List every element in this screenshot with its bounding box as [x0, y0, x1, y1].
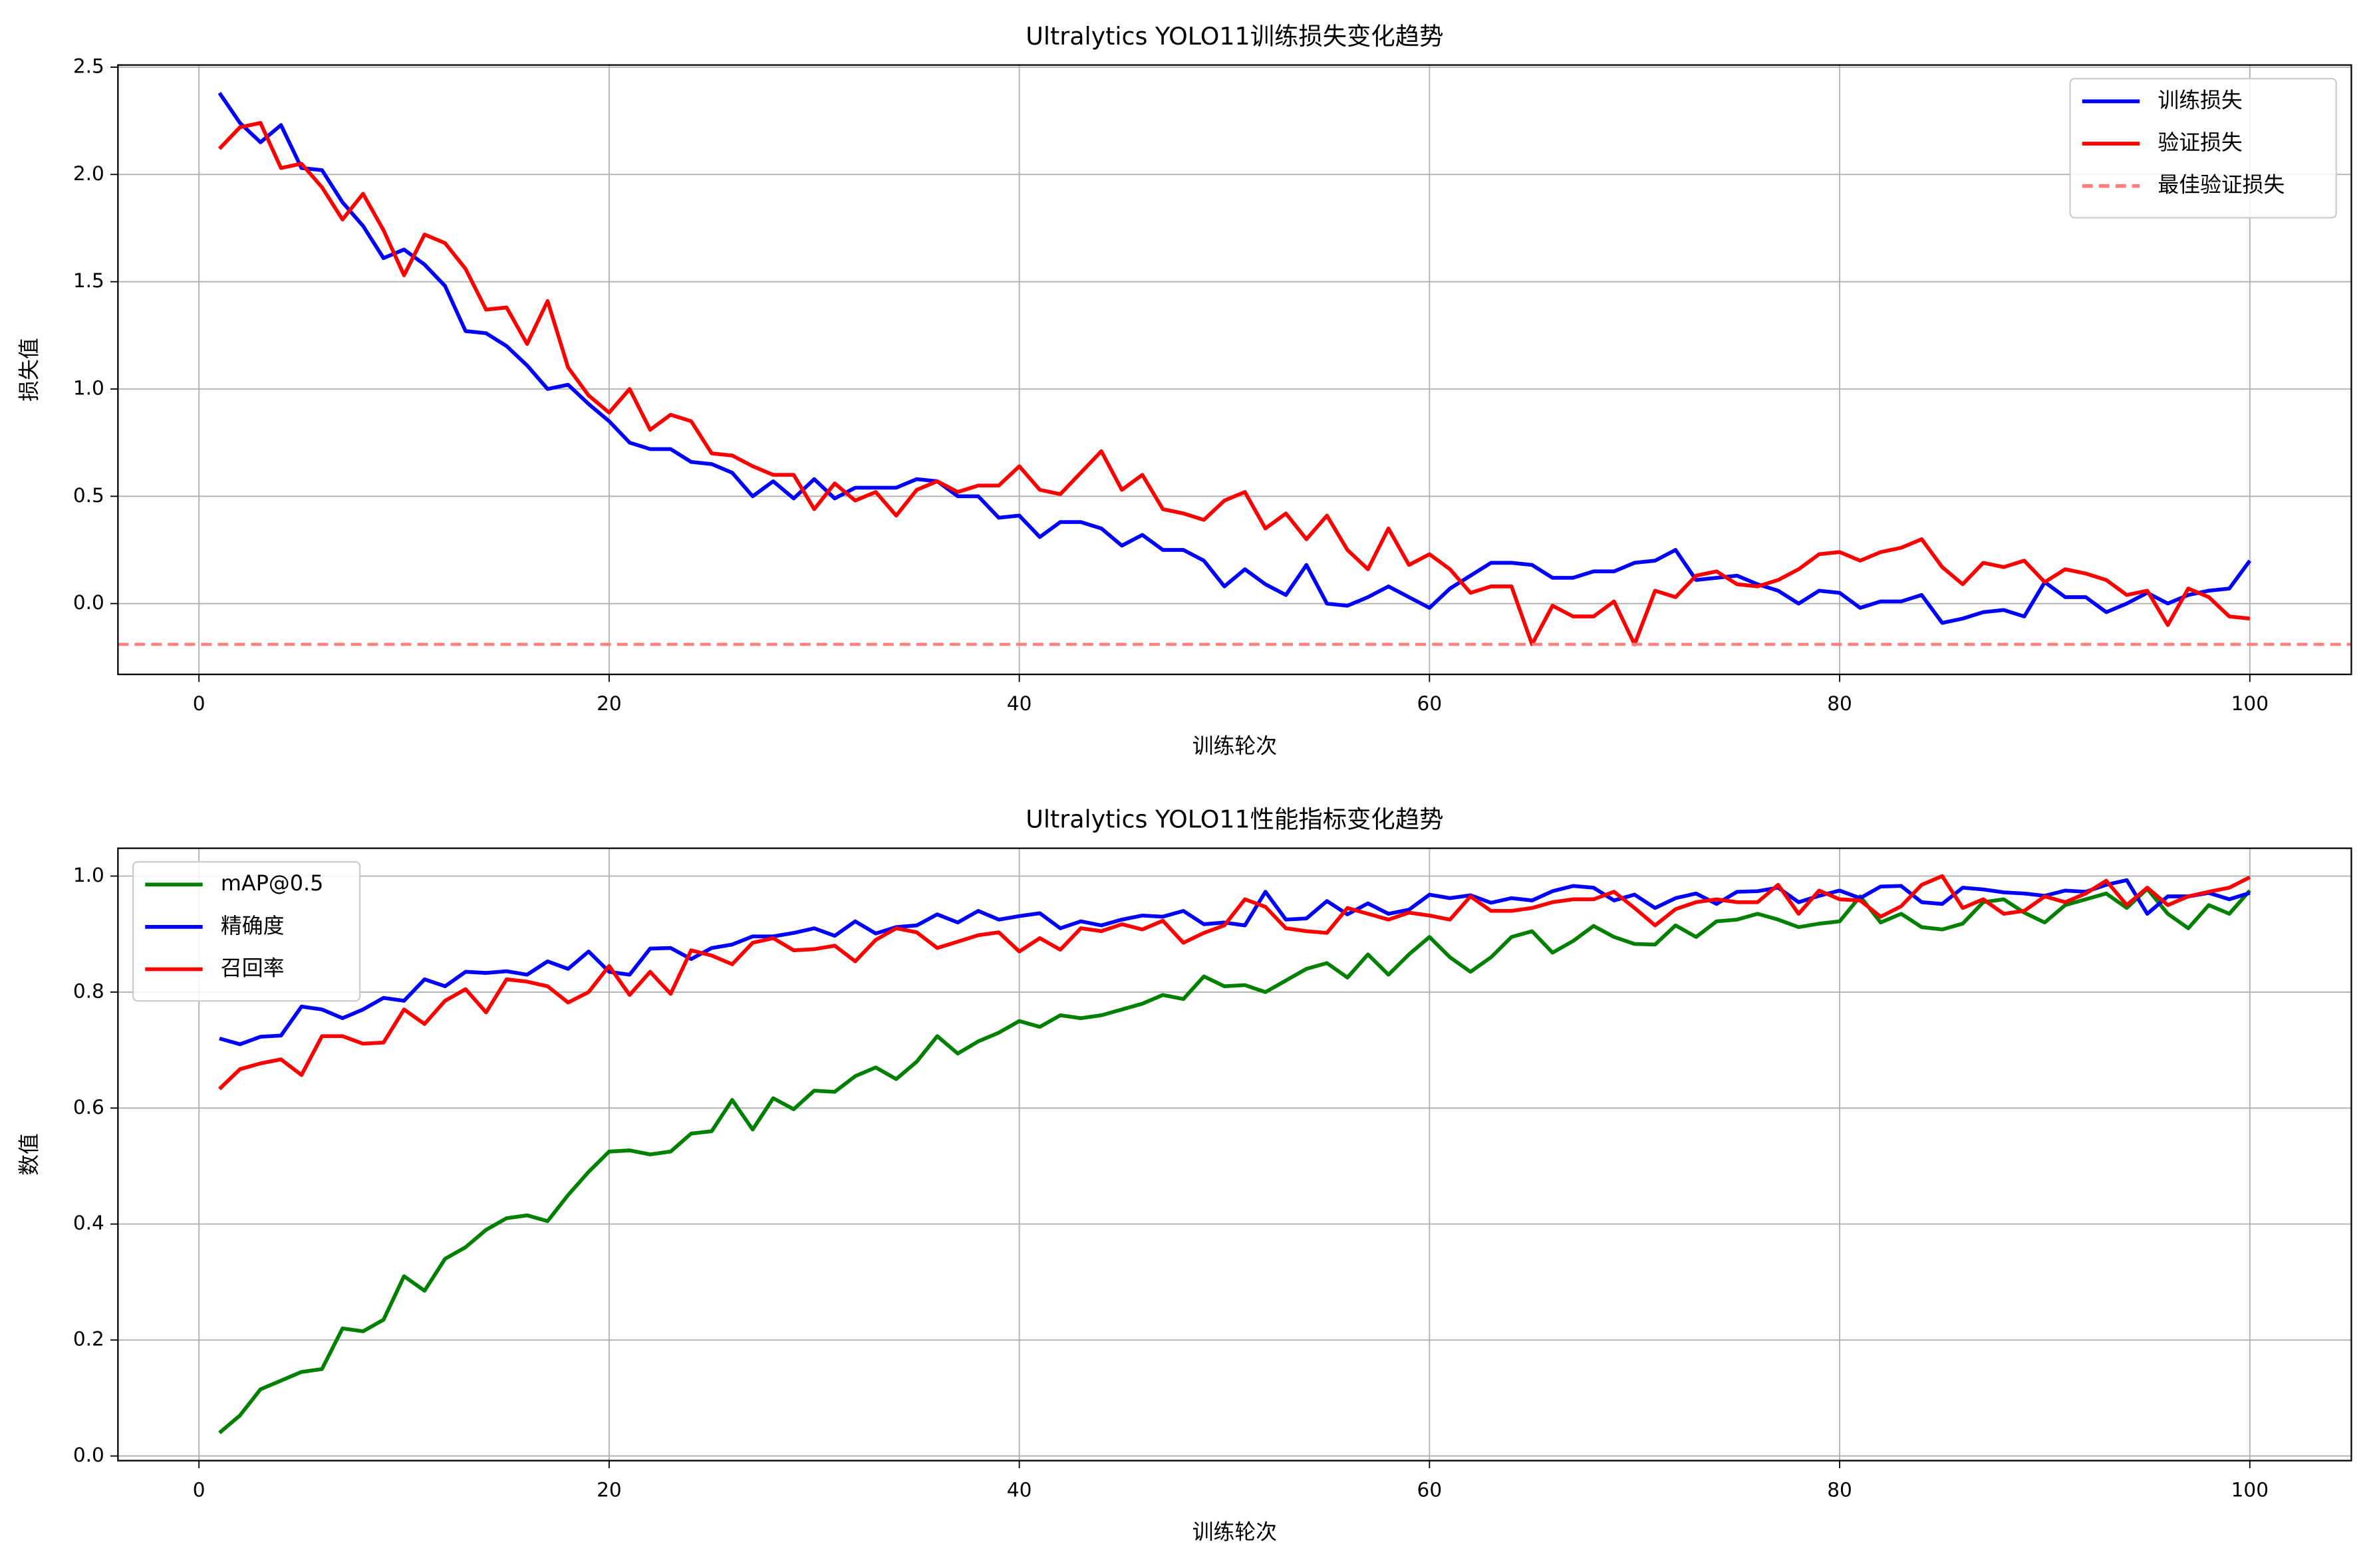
y-axis-label: 数值 [16, 1133, 41, 1176]
y-tick-label: 0.0 [73, 591, 104, 614]
y-tick-label: 0.5 [73, 484, 104, 507]
series-line [218, 886, 2251, 1434]
y-tick-label: 1.5 [73, 269, 104, 292]
x-tick-label: 0 [193, 692, 206, 715]
x-tick-label: 100 [2231, 1479, 2269, 1502]
chart-title: Ultralytics YOLO11性能指标变化趋势 [1026, 805, 1443, 834]
x-tick-label: 0 [193, 1479, 206, 1502]
plot-frame [117, 847, 2352, 1462]
legend-label: 验证损失 [2158, 130, 2242, 155]
x-tick-label: 100 [2231, 692, 2269, 715]
plot-frame [117, 64, 2352, 676]
series-line [217, 121, 2251, 646]
x-tick-label: 80 [1827, 1479, 1852, 1502]
y-tick-label: 1.0 [73, 376, 104, 399]
legend-box [132, 860, 361, 1002]
series-line [218, 874, 2251, 1091]
x-tick-label: 80 [1827, 692, 1852, 715]
y-tick-label: 0.8 [73, 980, 104, 1002]
legend-label: mAP@0.5 [221, 870, 323, 896]
y-tick-label: 2.5 [73, 55, 104, 78]
x-tick-label: 20 [597, 692, 622, 715]
legend-label: 召回率 [221, 956, 284, 981]
legend-label: 最佳验证损失 [2158, 172, 2285, 197]
y-tick-label: 0.4 [73, 1212, 104, 1234]
y-tick-label: 2.0 [73, 162, 104, 185]
legend-label: 训练损失 [2158, 87, 2242, 112]
y-tick-label: 0.6 [73, 1096, 104, 1118]
x-tick-label: 20 [597, 1479, 622, 1502]
y-tick-label: 0.2 [73, 1328, 104, 1351]
chart-title: Ultralytics YOLO11训练损失变化趋势 [1026, 22, 1443, 51]
legend-box [2069, 78, 2337, 219]
series-line [217, 92, 2252, 625]
x-tick-label: 40 [1007, 692, 1032, 715]
y-axis-label: 损失值 [16, 338, 41, 402]
y-tick-label: 1.0 [73, 864, 104, 886]
x-tick-label: 60 [1417, 1479, 1443, 1502]
x-axis-label: 训练轮次 [1192, 1519, 1277, 1545]
legend-label: 精确度 [221, 913, 284, 938]
x-tick-label: 40 [1007, 1479, 1032, 1502]
x-axis-label: 训练轮次 [1192, 733, 1277, 758]
series-line [219, 878, 2251, 1047]
y-tick-label: 0.0 [73, 1444, 104, 1466]
x-tick-label: 60 [1417, 692, 1443, 715]
